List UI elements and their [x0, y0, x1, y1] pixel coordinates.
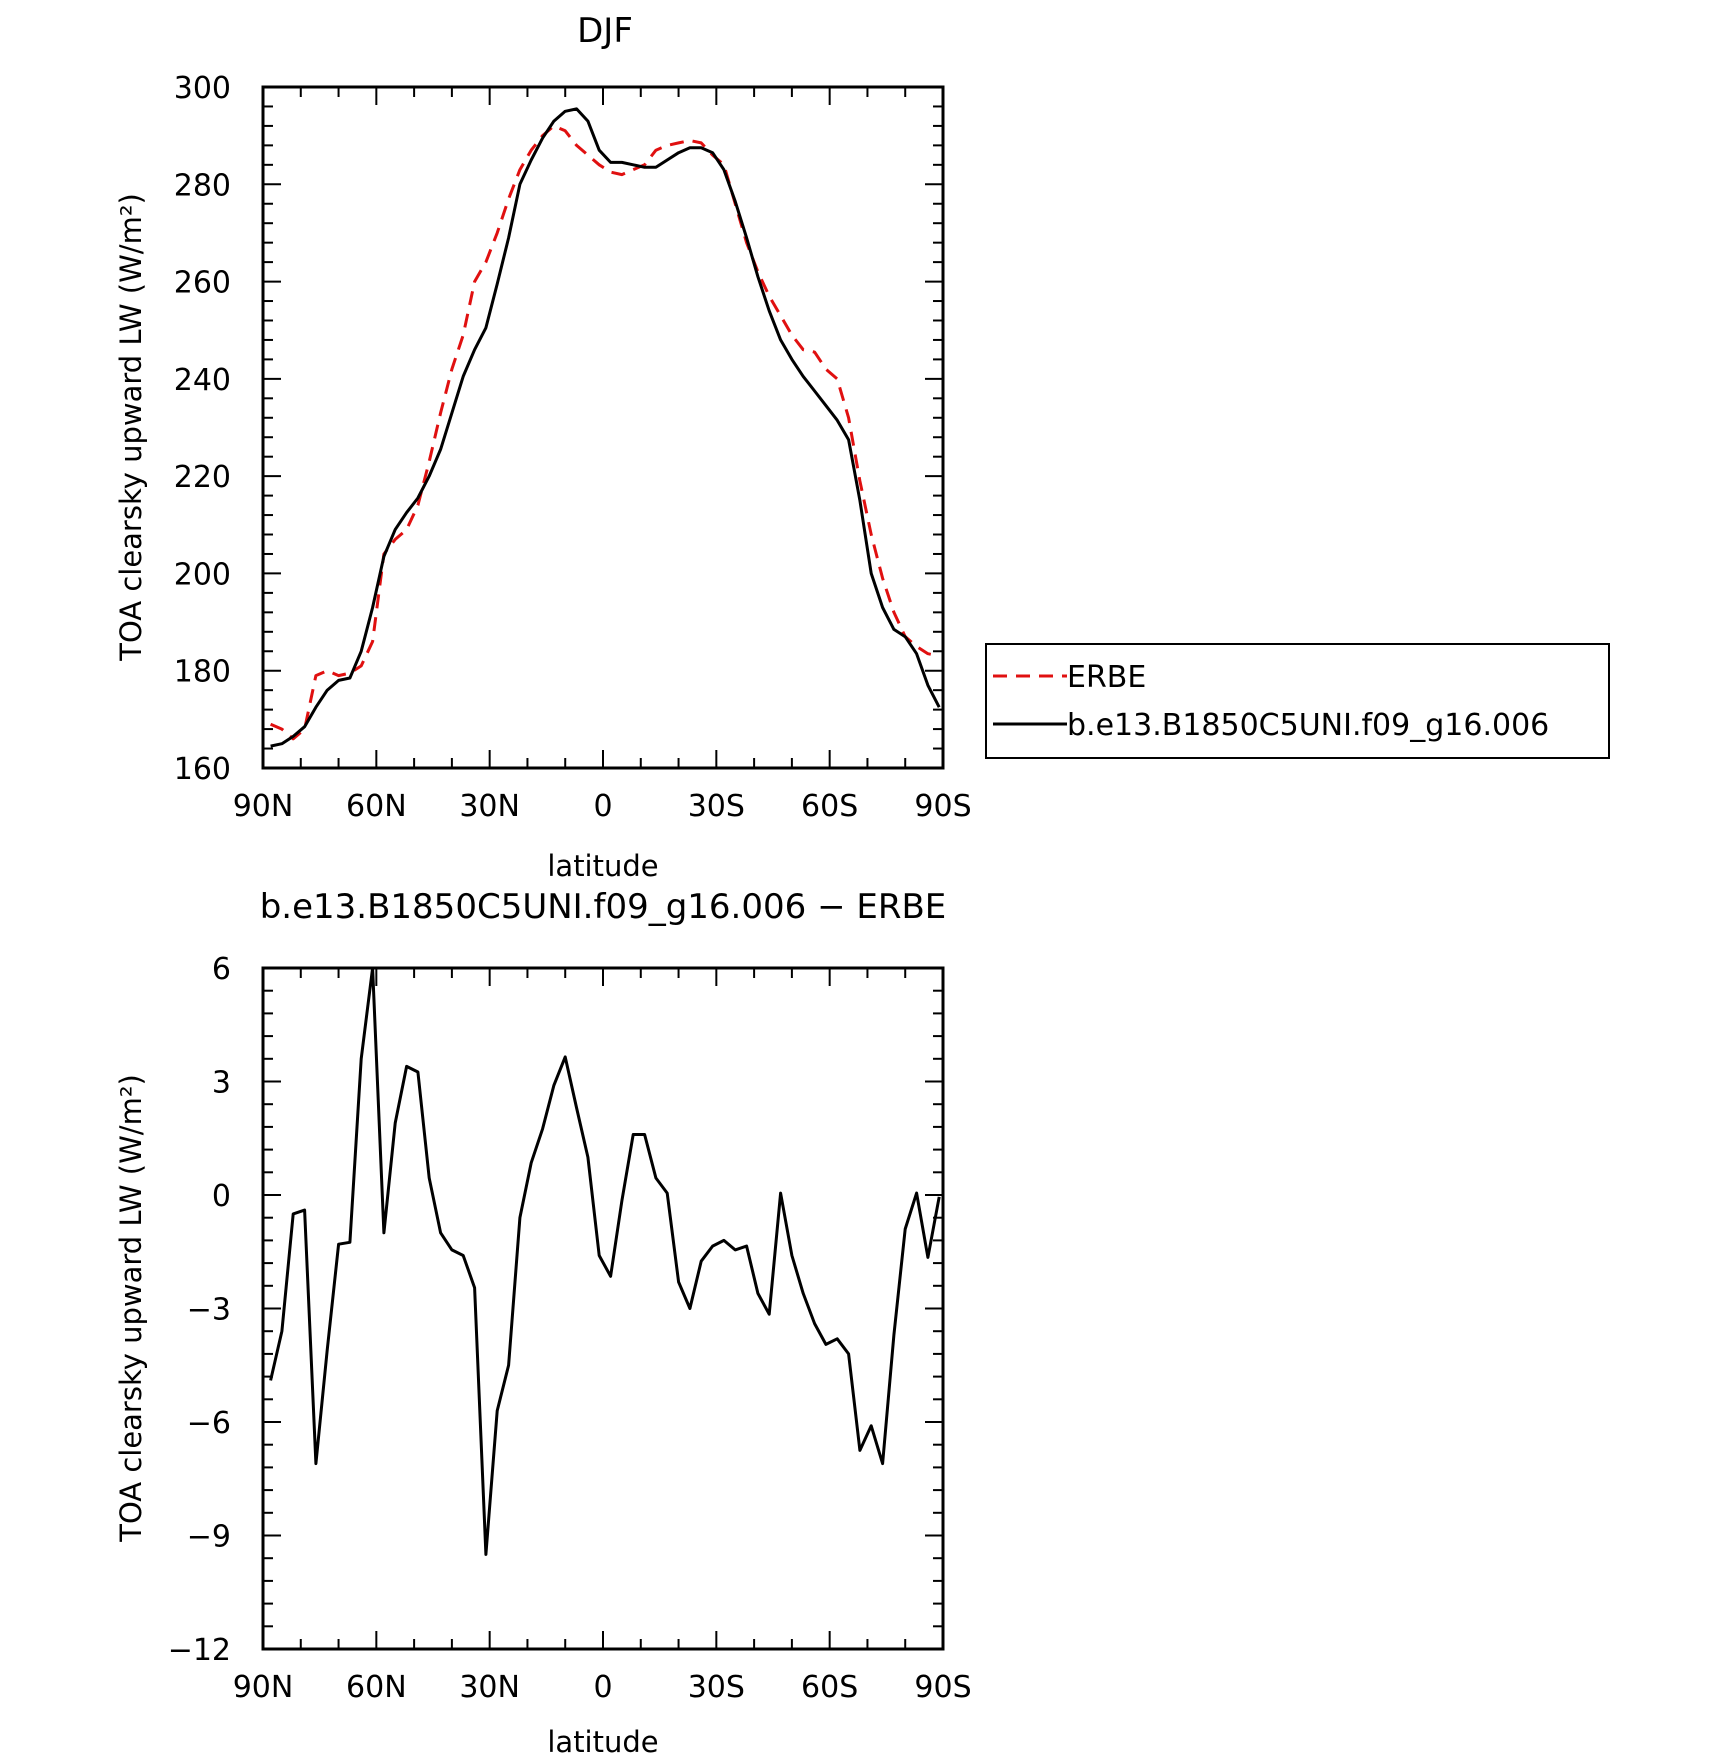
bottom-title: b.e13.B1850C5UNI.f09_g16.006 − ERBE: [260, 887, 947, 927]
top-panel: DJF 90N 60N 30N 0 30S 60S 90S 160 180 200 220 240 26…: [114, 11, 1610, 883]
legend: ERBE b.e13.B1850C5UNI.f09_g16.006: [985, 643, 1610, 759]
bottom-series-line-0: [269, 966, 941, 1556]
top-y-tick-label: 200: [174, 557, 231, 592]
bottom-y-tick-label: −6: [187, 1406, 231, 1441]
bottom-y-tick-label: −9: [187, 1520, 231, 1555]
bottom-x-tick-label: 60N: [346, 1670, 407, 1705]
bottom-y-axis-label: TOA clearsky upward LW (W/m²): [114, 1074, 148, 1543]
top-x-axis-label: latitude: [547, 849, 658, 883]
top-x-tick-label: 30N: [459, 789, 520, 824]
bottom-plot-frame: [261, 966, 945, 1651]
bottom-x-tick-label: 90N: [233, 1670, 294, 1705]
legend-label-erbe: ERBE: [1067, 660, 1146, 695]
bottom-ticks: 90N 60N 30N 0 30S 60S 90S −12 −9 −6 −3 0 3 6: [168, 952, 972, 1705]
top-y-tick-label: 180: [174, 655, 231, 690]
top-y-tick-label: 300: [174, 71, 231, 106]
top-title: DJF: [577, 11, 633, 51]
top-x-tick-label: 0: [593, 789, 612, 824]
top-series-line-1: [270, 107, 941, 748]
bottom-y-tick-label: −3: [187, 1293, 231, 1328]
bottom-x-tick-label: 30N: [459, 1670, 520, 1705]
bottom-x-tick-label: 60S: [801, 1670, 858, 1705]
bottom-x-axis-label: latitude: [547, 1725, 658, 1756]
top-x-tick-label: 90S: [914, 789, 971, 824]
top-y-tick-label: 160: [174, 752, 231, 787]
legend-label-model: b.e13.B1850C5UNI.f09_g16.006: [1067, 708, 1549, 743]
bottom-x-tick-label: 90S: [914, 1670, 971, 1705]
top-y-tick-label: 280: [174, 168, 231, 203]
bottom-y-tick-label: 3: [212, 1066, 231, 1101]
top-y-tick-label: 260: [174, 266, 231, 301]
top-series-line-0: [270, 124, 940, 741]
top-y-tick-label: 220: [174, 460, 231, 495]
bottom-y-tick-label: −12: [168, 1633, 231, 1668]
bottom-y-tick-label: 0: [212, 1179, 231, 1214]
bottom-lines: [269, 966, 941, 1556]
bottom-x-tick-label: 0: [593, 1670, 612, 1705]
bottom-panel: b.e13.B1850C5UNI.f09_g16.006 − ERBE 90N 6…: [114, 887, 972, 1756]
top-lines: [270, 107, 941, 748]
top-x-tick-label: 60S: [801, 789, 858, 824]
top-x-tick-label: 30S: [688, 789, 745, 824]
bottom-x-tick-label: 30S: [688, 1670, 745, 1705]
top-x-tick-label: 90N: [233, 789, 294, 824]
top-y-axis-label: TOA clearsky upward LW (W/m²): [114, 193, 148, 662]
legend-box: [985, 643, 1610, 759]
bottom-y-tick-label: 6: [212, 952, 231, 987]
top-ticks: 90N 60N 30N 0 30S 60S 90S 160 180 200 220 240 260 280…: [174, 71, 972, 824]
top-y-tick-label: 240: [174, 363, 231, 398]
top-x-tick-label: 60N: [346, 789, 407, 824]
